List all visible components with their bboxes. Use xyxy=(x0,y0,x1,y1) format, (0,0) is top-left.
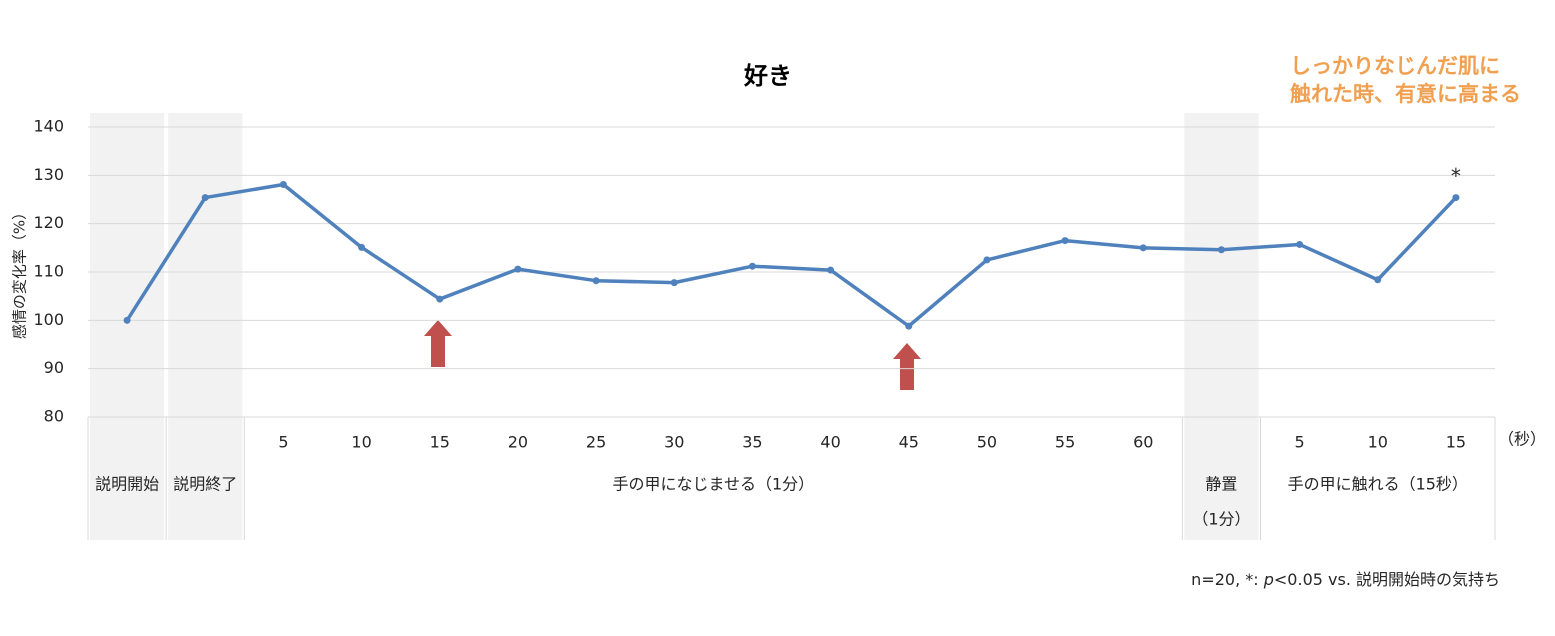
data-point xyxy=(748,262,756,270)
group-label: 手の甲に触れる（15秒） xyxy=(1288,475,1468,494)
x-tick-label: 20 xyxy=(508,433,528,452)
x-tick-label: 35 xyxy=(742,433,762,452)
shaded-band xyxy=(1184,113,1259,540)
annotation: しっかりなじんだ肌に xyxy=(1290,54,1500,78)
x-tick-label: 15 xyxy=(1446,433,1466,452)
series-line xyxy=(125,182,1458,328)
data-point xyxy=(201,194,209,202)
data-point xyxy=(1139,244,1147,252)
data-point xyxy=(436,295,444,303)
y-tick-label: 100 xyxy=(33,310,64,329)
x-tick-label: 40 xyxy=(820,433,840,452)
data-point xyxy=(123,316,131,324)
x-tick-label: 30 xyxy=(664,433,684,452)
shaded-band xyxy=(90,113,165,540)
x-tick-label: 50 xyxy=(977,433,997,452)
data-point xyxy=(1452,194,1460,202)
data-point xyxy=(670,279,678,287)
x-tick-label: 15 xyxy=(430,433,450,452)
x-unit: （秒） xyxy=(1498,430,1546,449)
data-point xyxy=(514,265,522,273)
data-point xyxy=(279,181,287,189)
group-label: 静置 xyxy=(1205,475,1237,494)
value-label: * xyxy=(1451,164,1461,188)
x-tick-label: 45 xyxy=(899,433,919,452)
data-point xyxy=(1296,240,1304,248)
data-point xyxy=(1374,276,1382,284)
arrow xyxy=(424,320,452,367)
group-label: 説明終了 xyxy=(173,475,237,494)
x-tick-label: 10 xyxy=(1368,433,1388,452)
y-tick-label: 80 xyxy=(44,407,64,426)
footnote-part: <0.05 vs. 説明開始時の気持ち xyxy=(1274,570,1500,589)
x-tick-label: 60 xyxy=(1133,433,1153,452)
group-label: 手の甲になじませる（1分） xyxy=(612,475,814,494)
footnote-part: n=20, *: xyxy=(1191,570,1264,589)
y-axis-label: 感情の変化率（%） xyxy=(11,205,29,339)
data-point xyxy=(983,256,991,264)
y-tick-label: 120 xyxy=(33,213,64,232)
group-label: 説明開始 xyxy=(95,475,159,494)
arrow xyxy=(893,343,921,390)
x-tick-label: 5 xyxy=(278,433,288,452)
shaded-band xyxy=(168,113,243,540)
data-point xyxy=(592,277,600,285)
chart-title: 好き xyxy=(743,62,792,90)
footnote: n=20, *: p<0.05 vs. 説明開始時の気持ち xyxy=(1191,570,1500,589)
data-point xyxy=(1217,246,1225,254)
data-point xyxy=(358,243,366,251)
group-sublabel: （1分） xyxy=(1192,510,1250,529)
y-tick-label: 130 xyxy=(33,165,64,184)
y-tick-label: 110 xyxy=(33,262,64,281)
y-tick-label: 140 xyxy=(33,117,64,136)
data-point xyxy=(1061,237,1069,245)
footnote-part: p xyxy=(1263,570,1274,589)
data-point xyxy=(827,266,835,274)
y-tick-label: 90 xyxy=(44,358,64,377)
x-tick-label: 55 xyxy=(1055,433,1075,452)
shading-layer xyxy=(90,113,1259,540)
data-point xyxy=(905,322,913,330)
annotation: 触れた時、有意に高まる xyxy=(1290,82,1521,106)
x-tick-label: 10 xyxy=(351,433,371,452)
x-tick-label: 5 xyxy=(1294,433,1304,452)
x-tick-label: 25 xyxy=(586,433,606,452)
